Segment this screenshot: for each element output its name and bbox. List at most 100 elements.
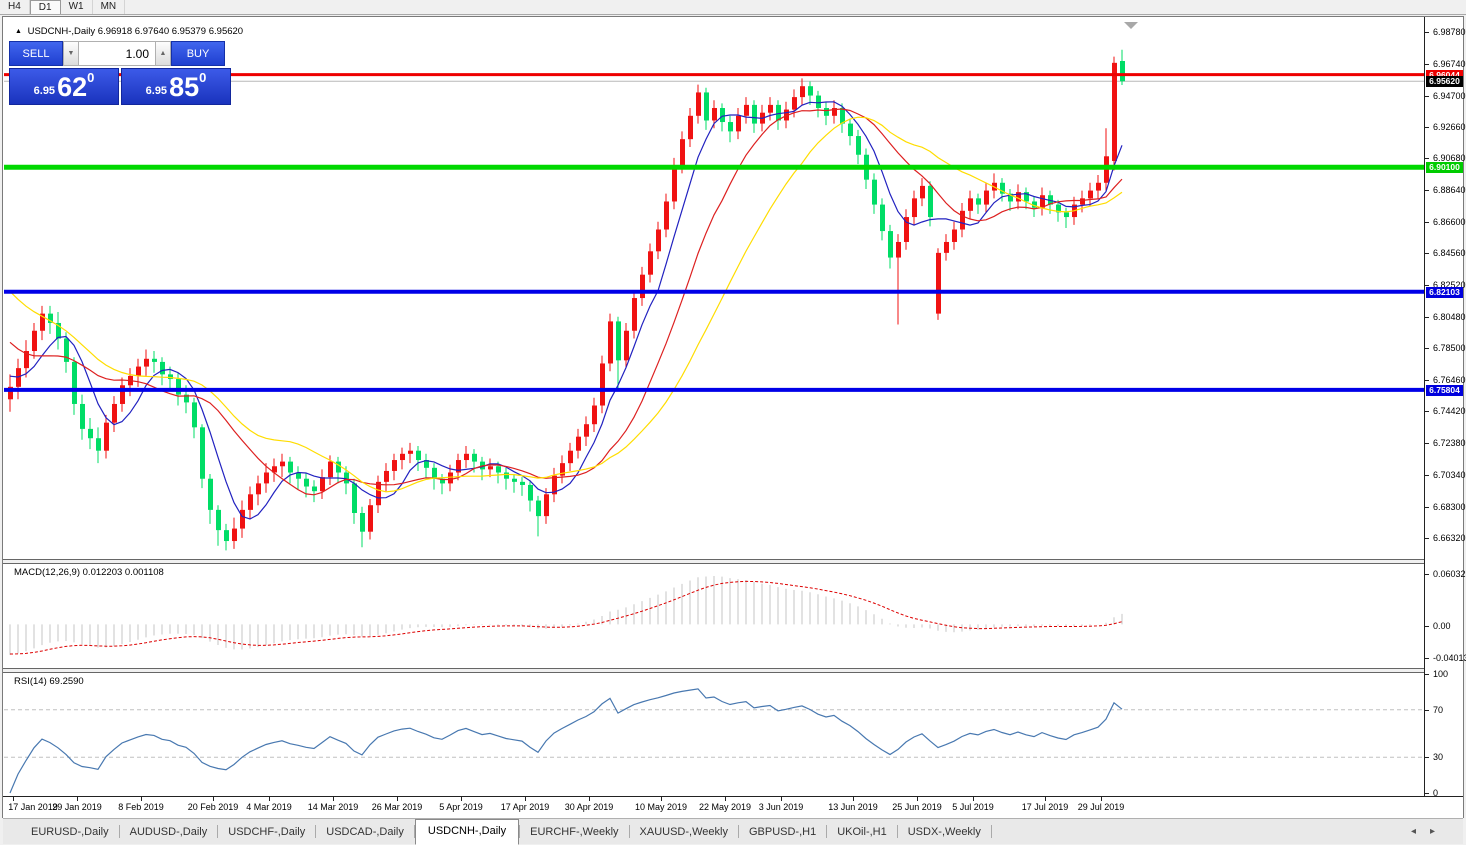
buy-price-pips: 85 [169, 72, 200, 102]
volume-input[interactable] [79, 41, 155, 66]
macd-histogram-group [9, 575, 1123, 655]
axis-tick-label: 6.96740 [1433, 58, 1466, 69]
axis-tick-label: 6.92660 [1433, 122, 1466, 133]
tab-scroll-arrows[interactable]: ◂▸ [1411, 826, 1449, 837]
timeframe-button-h4[interactable]: H4 [0, 0, 30, 14]
symbol-tab[interactable]: XAUUSD-,Weekly [639, 826, 728, 838]
sell-price-display[interactable]: 6.95 62 0 [9, 68, 119, 105]
macd-indicator-pane[interactable]: MACD(12,26,9) 0.012203 0.001108 [4, 564, 1424, 668]
symbol-tab[interactable]: AUDUSD-,Daily [129, 826, 208, 838]
price-axis[interactable]: 6.98780 6.96740 6.94700 6.92660 6.90680 6.886… [1424, 17, 1466, 798]
macd-svg [9, 575, 1123, 655]
timeframe-toolbar: H4 D1 W1 MN [0, 0, 1466, 15]
symbol-tab[interactable]: UKOil-,H1 [837, 826, 887, 838]
tab-scroll-left-icon[interactable]: ◂ [1410, 826, 1430, 837]
rsi-indicator-pane[interactable]: RSI(14) 69.2590 [4, 673, 1424, 796]
collapse-panel-icon[interactable]: ▲ [15, 28, 22, 35]
axis-tick-label: -0.040135 [1433, 652, 1466, 663]
one-click-trading-panel: SELL ▼ ▲ BUY 6.95 62 0 6.95 85 0 [9, 41, 231, 105]
axis-tick [1425, 95, 1429, 97]
timeframe-button-mn[interactable]: MN [93, 0, 126, 14]
date-tick [77, 797, 78, 801]
tab-separator [628, 825, 630, 838]
ohlc-high: 6.97640 [134, 26, 170, 37]
axis-tick-label: 0.00 [1433, 621, 1451, 631]
timeframe-button-d1[interactable]: D1 [29, 0, 61, 14]
price-badge: 6.75804 [1426, 384, 1463, 396]
axis-tick [1425, 253, 1429, 255]
axis-tick [1425, 158, 1429, 160]
axis-tick [1425, 443, 1429, 445]
axis-tick [1425, 474, 1429, 476]
sell-button[interactable]: SELL [9, 41, 63, 66]
price-chart-svg [4, 22, 1424, 551]
tab-separator [118, 825, 120, 838]
date-tick-label: 20 Feb 2019 [187, 802, 239, 812]
pane-splitter[interactable] [3, 668, 1463, 673]
tab-separator [217, 825, 219, 838]
date-tick-label: 5 Apr 2019 [439, 802, 483, 812]
symbol-tab[interactable]: USDCHF-,Daily [228, 826, 306, 838]
buy-price-display[interactable]: 6.95 85 0 [121, 68, 231, 105]
candles-group [8, 49, 1125, 551]
axis-tick [1425, 221, 1429, 223]
axis-tick [1425, 379, 1429, 381]
axis-tick-label: 0 [1433, 788, 1439, 798]
axis-tick [1425, 674, 1429, 675]
axis-tick [1425, 347, 1429, 349]
axis-tick-label: 30 [1433, 752, 1444, 763]
axis-tick-label: 100 [1433, 669, 1449, 679]
date-tick [333, 797, 334, 801]
ma-fast-line [9, 101, 1123, 520]
price-badge: 6.95620 [1426, 76, 1463, 88]
sell-price-pips: 62 [57, 72, 88, 102]
axis-tick [1425, 506, 1429, 508]
price-chart-canvas[interactable] [4, 17, 1424, 559]
symbol-tab[interactable]: EURUSD-,Daily [31, 826, 109, 838]
volume-increase-button[interactable]: ▲ [155, 41, 171, 66]
date-tick-label: 17 Apr 2019 [500, 802, 550, 812]
axis-tick-label: 6.88640 [1433, 184, 1466, 195]
date-tick-label: 29 Jul 2019 [1077, 802, 1125, 812]
symbol-tab[interactable]: USDCNH-,Daily [414, 819, 520, 845]
axis-tick-label: 6.82520 [1433, 280, 1466, 291]
date-tick [213, 797, 214, 801]
buy-button[interactable]: BUY [171, 41, 225, 66]
date-tick [1045, 797, 1046, 801]
axis-tick-label: 6.86600 [1433, 216, 1466, 227]
time-axis[interactable]: 17 Jan 2019 29 Jan 2019 8 Feb 2019 20 Feb 2… [3, 796, 1463, 818]
axis-tick [1425, 573, 1429, 575]
date-tick [397, 797, 398, 801]
date-tick-label: 14 Mar 2019 [307, 802, 359, 812]
date-tick-label: 26 Mar 2019 [371, 802, 423, 812]
date-tick [973, 797, 974, 801]
axis-tick-label: 6.66320 [1433, 532, 1466, 543]
timeframe-button-w1[interactable]: W1 [61, 0, 93, 14]
axis-tick [1425, 757, 1429, 759]
symbol-tab[interactable]: GBPUSD-,H1 [748, 826, 817, 838]
symbol-tab[interactable]: EURCHF-,Weekly [530, 826, 619, 838]
buy-price-point: 0 [199, 70, 207, 85]
axis-tick [1425, 285, 1429, 287]
pane-splitter[interactable] [3, 559, 1463, 564]
axis-tick-label: 6.80480 [1433, 312, 1466, 323]
symbol-tab[interactable]: USDCAD-,Daily [326, 826, 404, 838]
tab-separator [413, 825, 415, 838]
axis-tick-label: 6.74420 [1433, 406, 1466, 417]
axis-tick [1425, 411, 1429, 413]
axis-tick-label: 6.76460 [1433, 374, 1466, 385]
symbol-tab-bar: EURUSD-,Daily AUDUSD-,Daily USDCHF-,Daily U… [3, 818, 1463, 845]
tab-scroll-right-icon[interactable]: ▸ [1429, 826, 1449, 837]
sell-price-prefix: 6.95 [33, 85, 56, 97]
volume-decrease-button[interactable]: ▼ [63, 41, 79, 66]
axis-tick-label: 6.68300 [1433, 501, 1466, 512]
axis-tick [1425, 793, 1429, 794]
date-tick [661, 797, 662, 801]
symbol-tab[interactable]: USDX-,Weekly [907, 826, 981, 838]
tab-separator [826, 825, 828, 838]
axis-tick [1425, 127, 1429, 129]
symbol-period-label: USDCNH-,Daily [27, 26, 96, 37]
axis-tick-label: 6.98780 [1433, 27, 1466, 37]
ohlc-low: 6.95379 [171, 26, 207, 37]
axis-tick [1425, 32, 1429, 33]
